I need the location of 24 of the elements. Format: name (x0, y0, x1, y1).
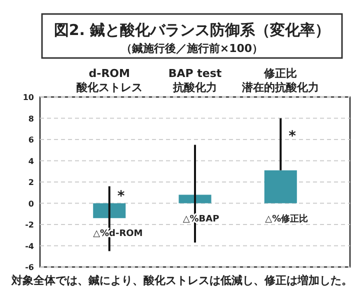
bar (178, 194, 212, 204)
chart-title: 図2. 鍼と酸化バランス防御系（変化率） (54, 21, 330, 39)
y-tick-label: -4 (25, 242, 34, 251)
y-tick-label: -2 (25, 220, 34, 230)
y-tick-label: -6 (25, 263, 34, 272)
annotation: * (117, 188, 126, 204)
text: 対象全体では、鍼により、酸化ストレスは低減し、修正は増加した。 (10, 274, 352, 287)
bar (264, 170, 297, 204)
y-tick-label: 8 (28, 114, 34, 124)
y-tick-label: 0 (28, 199, 34, 208)
y-tick-label: 2 (28, 178, 34, 187)
text: BAP test (168, 67, 222, 80)
y-tick-label: 6 (28, 136, 34, 144)
chart-subtitle: （鍼施行後／施行前×100） (120, 42, 264, 55)
x-tick-label: △%修正比 (265, 213, 308, 224)
text: 抗酸化力 (172, 81, 217, 94)
text: 修正比 (263, 67, 298, 80)
bar (93, 203, 126, 218)
y-tick-label: 4 (28, 156, 34, 166)
y-tick-label: 10 (22, 93, 34, 102)
annotation: * (288, 128, 297, 144)
text: 酸化ストレス (76, 81, 142, 94)
text: 潜在的抗酸化力 (241, 81, 320, 94)
text: d-ROM (88, 67, 130, 80)
